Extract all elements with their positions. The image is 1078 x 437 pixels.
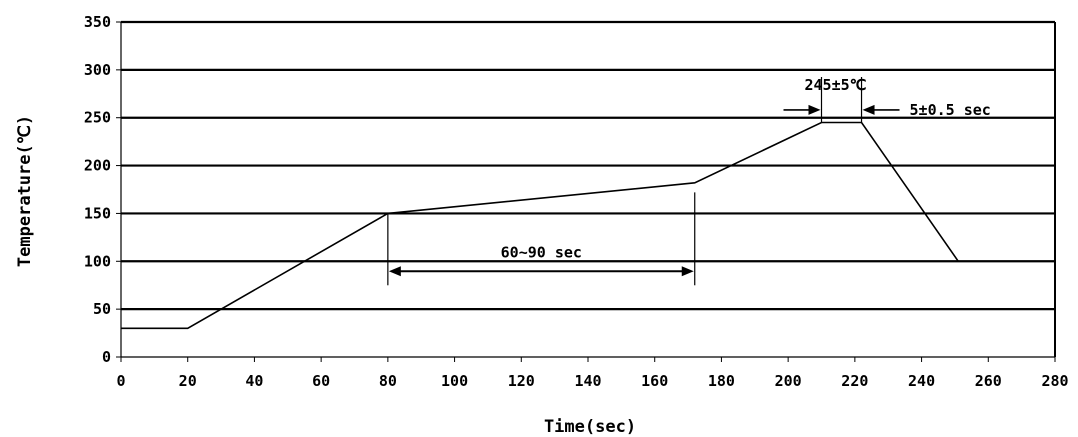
x-tick-label: 280 [1041, 372, 1068, 390]
y-tick-label: 200 [84, 157, 111, 175]
x-tick-label: 80 [379, 372, 397, 390]
x-tick-label: 40 [245, 372, 263, 390]
peak-arrow-right [862, 104, 875, 115]
preheat-duration-label: 60~90 sec [501, 243, 582, 261]
y-tick-label: 100 [84, 252, 111, 270]
preheat-arrow-left [388, 266, 401, 277]
annotations: 60~90 sec 245±5℃ 5±0.5 sec [387, 76, 991, 286]
x-axis-ticks: 0 20 40 60 80 100 120 140 160 180 200 220 240 260 280 [116, 357, 1069, 390]
x-tick-label: 20 [179, 372, 197, 390]
x-tick-label: 260 [975, 372, 1002, 390]
y-tick-label: 150 [84, 204, 111, 222]
gridlines [121, 20, 1055, 311]
x-tick-label: 220 [841, 372, 868, 390]
peak-time-label: 5±0.5 sec [910, 101, 991, 119]
y-tick-label: 300 [84, 61, 111, 79]
x-tick-label: 0 [116, 372, 125, 390]
x-tick-label: 180 [708, 372, 735, 390]
x-tick-label: 200 [775, 372, 802, 390]
x-tick-label: 240 [908, 372, 935, 390]
y-axis-title: Temperature(℃) [15, 115, 35, 267]
y-tick-label: 250 [84, 109, 111, 127]
peak-arrow-left [808, 104, 821, 115]
x-tick-label: 140 [574, 372, 601, 390]
x-axis-title: Time(sec) [544, 417, 636, 437]
profile-line [121, 121, 959, 330]
axes [120, 22, 1056, 358]
x-tick-label: 120 [508, 372, 535, 390]
y-axis-ticks: 0 50 100 150 200 250 300 350 [84, 13, 121, 366]
peak-temperature-label: 245±5℃ [805, 76, 867, 94]
y-tick-label: 0 [102, 348, 111, 366]
x-tick-label: 60 [312, 372, 330, 390]
series [121, 121, 959, 330]
x-tick-label: 160 [641, 372, 668, 390]
y-tick-label: 50 [93, 300, 111, 318]
y-tick-label: 350 [84, 13, 111, 31]
x-tick-label: 100 [441, 372, 468, 390]
preheat-arrow-right [681, 266, 694, 277]
